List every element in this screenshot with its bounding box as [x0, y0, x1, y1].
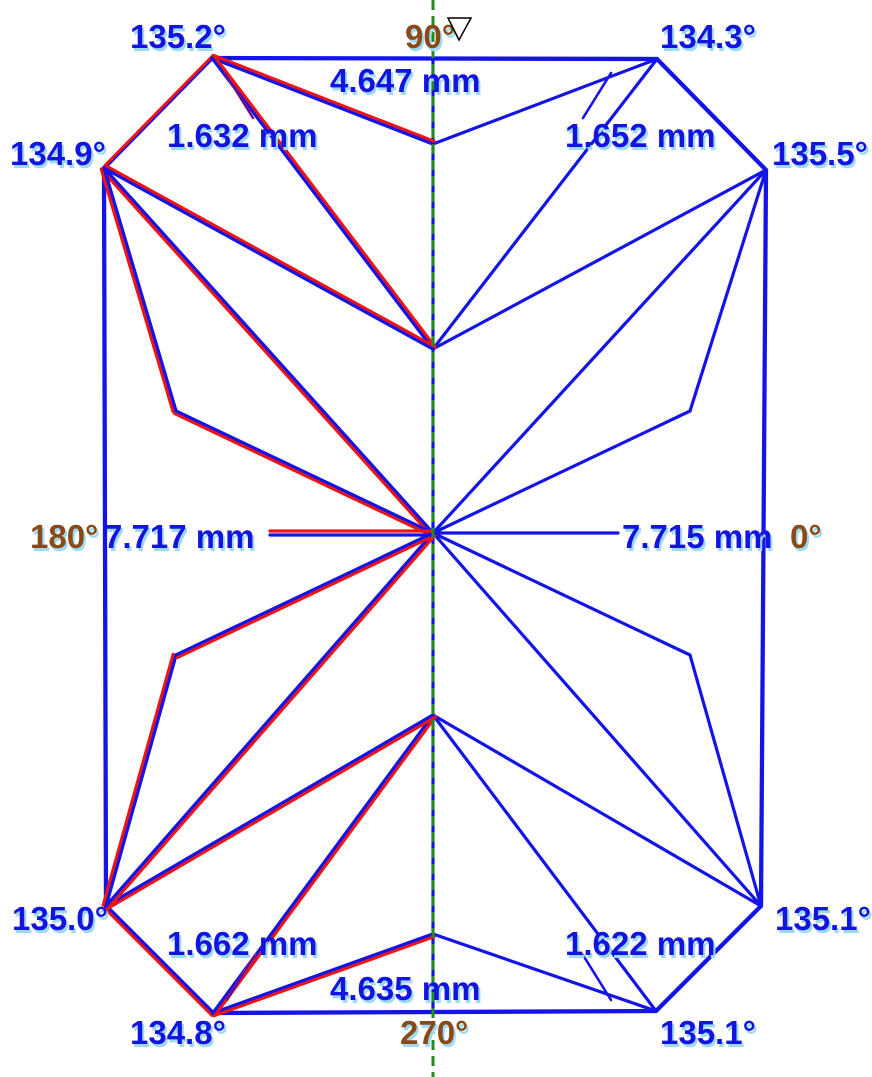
svg-text:134.3°: 134.3°	[660, 18, 756, 55]
svg-text:1.662 mm: 1.662 mm	[167, 925, 317, 962]
svg-text:135.1°: 135.1°	[775, 900, 871, 937]
svg-text:180°: 180°	[30, 518, 98, 555]
svg-text:135.5°: 135.5°	[772, 135, 868, 172]
svg-text:1.632 mm: 1.632 mm	[167, 117, 317, 154]
svg-text:135.2°: 135.2°	[130, 18, 226, 55]
svg-text:134.8°: 134.8°	[130, 1014, 226, 1051]
svg-text:7.715 mm: 7.715 mm	[622, 518, 772, 555]
svg-text:0°: 0°	[790, 518, 822, 555]
svg-text:135.0°: 135.0°	[12, 900, 108, 937]
svg-text:1.622 mm: 1.622 mm	[565, 925, 715, 962]
svg-text:7.717 mm: 7.717 mm	[104, 518, 254, 555]
svg-text:4.647 mm: 4.647 mm	[330, 62, 480, 99]
svg-text:1.652 mm: 1.652 mm	[565, 117, 715, 154]
svg-text:135.1°: 135.1°	[660, 1014, 756, 1051]
svg-text:90°: 90°	[405, 18, 455, 55]
svg-text:134.9°: 134.9°	[10, 135, 106, 172]
svg-text:270°: 270°	[400, 1014, 468, 1051]
svg-text:4.635 mm: 4.635 mm	[330, 970, 480, 1007]
